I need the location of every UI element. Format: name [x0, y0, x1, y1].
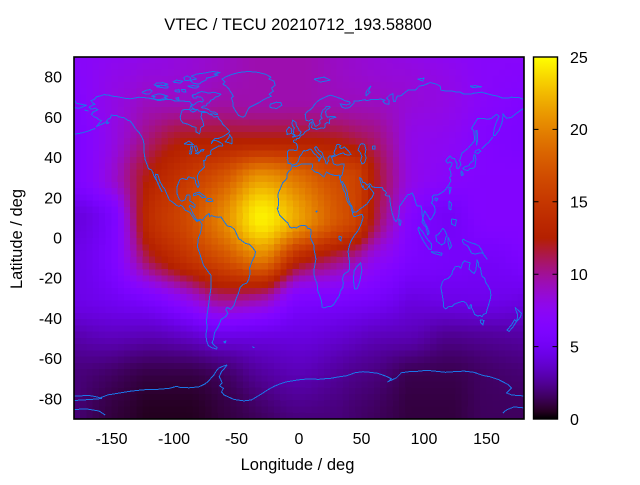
svg-text:40: 40 — [44, 150, 62, 167]
svg-text:20: 20 — [44, 190, 62, 207]
svg-text:-20: -20 — [39, 271, 62, 288]
svg-text:15: 15 — [570, 195, 588, 212]
svg-text:VTEC / TECU 20210712_193.58800: VTEC / TECU 20210712_193.58800 — [164, 16, 432, 34]
svg-text:0: 0 — [295, 431, 304, 448]
svg-text:-50: -50 — [225, 431, 248, 448]
svg-text:0: 0 — [570, 412, 579, 429]
svg-text:-40: -40 — [39, 311, 62, 328]
svg-text:25: 25 — [570, 50, 588, 67]
svg-text:0: 0 — [53, 231, 62, 248]
svg-text:20: 20 — [570, 122, 588, 139]
svg-text:-100: -100 — [158, 431, 190, 448]
svg-text:5: 5 — [570, 339, 579, 356]
svg-text:Longitude / deg: Longitude / deg — [241, 456, 355, 474]
svg-text:-60: -60 — [39, 351, 62, 368]
svg-text:10: 10 — [570, 267, 588, 284]
svg-text:80: 80 — [44, 70, 62, 87]
svg-text:150: 150 — [473, 431, 500, 448]
svg-text:-150: -150 — [95, 431, 127, 448]
svg-text:60: 60 — [44, 110, 62, 127]
svg-text:50: 50 — [353, 431, 371, 448]
svg-text:-80: -80 — [39, 391, 62, 408]
svg-text:100: 100 — [411, 431, 438, 448]
svg-text:Latitude / deg: Latitude / deg — [8, 189, 26, 289]
